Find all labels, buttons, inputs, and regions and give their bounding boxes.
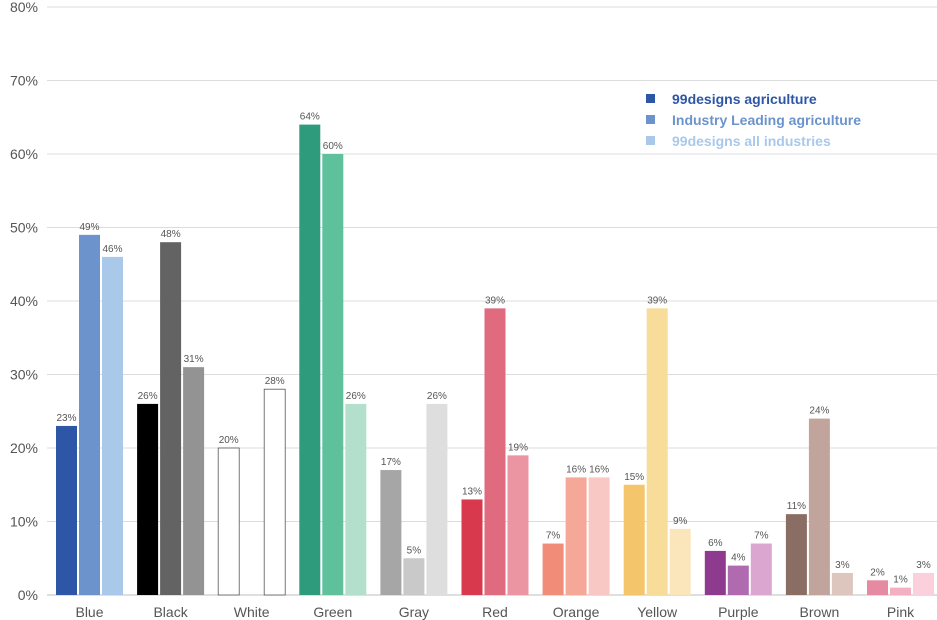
x-category-label: Green — [313, 604, 352, 620]
data-label: 26% — [138, 391, 158, 402]
x-category-label: Blue — [75, 604, 103, 620]
data-label: 26% — [346, 391, 366, 402]
bar — [426, 403, 448, 595]
bar — [704, 550, 726, 595]
x-category-label: Orange — [553, 604, 600, 620]
bar — [299, 124, 321, 595]
legend-item-series-0: 99designs agriculture — [646, 88, 861, 109]
x-category-label: Gray — [399, 604, 429, 620]
bar — [403, 558, 425, 595]
data-label: 46% — [102, 244, 122, 255]
x-category-label: Red — [482, 604, 508, 620]
data-label: 4% — [731, 553, 746, 564]
bar — [217, 447, 240, 596]
bar — [56, 425, 77, 595]
y-tick-label: 50% — [10, 220, 38, 236]
bar — [785, 514, 807, 595]
bar — [345, 403, 367, 595]
data-label: 1% — [893, 575, 908, 586]
data-label: 3% — [916, 560, 931, 571]
bar — [484, 308, 506, 595]
bar — [137, 403, 159, 595]
y-tick-label: 20% — [10, 440, 38, 456]
bar — [263, 388, 286, 596]
data-label: 5% — [407, 545, 422, 556]
data-label: 64% — [300, 112, 320, 123]
bar — [890, 587, 911, 595]
data-label: 48% — [161, 229, 181, 240]
legend-swatch-series-0 — [646, 94, 655, 103]
y-tick-label: 70% — [10, 73, 38, 89]
data-label: 7% — [754, 531, 769, 542]
bar — [646, 308, 668, 595]
data-label: 15% — [624, 472, 644, 483]
data-label: 2% — [870, 567, 885, 578]
data-label: 23% — [56, 413, 76, 424]
data-label: 16% — [566, 464, 586, 475]
data-label: 60% — [323, 141, 343, 152]
y-tick-label: 10% — [10, 514, 38, 530]
data-label: 6% — [708, 538, 723, 549]
bar — [79, 234, 100, 595]
legend-swatch-series-1 — [646, 115, 655, 124]
bar — [461, 499, 483, 595]
bar — [588, 477, 610, 595]
bar — [322, 154, 344, 595]
data-label: 39% — [485, 295, 505, 306]
bar — [623, 484, 645, 595]
bar — [160, 242, 182, 595]
bar — [750, 543, 772, 595]
bar — [380, 470, 402, 595]
bar — [183, 367, 205, 595]
data-label: 49% — [79, 222, 99, 233]
bar — [507, 455, 529, 595]
legend-item-series-2: 99designs all industries — [646, 130, 861, 151]
data-label: 3% — [835, 560, 850, 571]
bar — [102, 256, 123, 595]
bar — [669, 528, 691, 595]
bar — [913, 572, 934, 595]
data-label: 24% — [809, 406, 829, 417]
bar — [808, 418, 830, 595]
y-tick-label: 40% — [10, 293, 38, 309]
data-label: 17% — [381, 457, 401, 468]
legend-item-series-1: Industry Leading agriculture — [646, 109, 861, 130]
bar — [565, 477, 587, 595]
data-label: 31% — [184, 354, 204, 365]
bar — [867, 580, 888, 595]
x-category-label: Black — [153, 604, 188, 620]
data-label: 28% — [265, 376, 285, 387]
x-category-label: Yellow — [637, 604, 678, 620]
data-label: 39% — [647, 295, 667, 306]
data-label: 26% — [427, 391, 447, 402]
bar — [542, 543, 564, 595]
x-category-label: Purple — [718, 604, 759, 620]
data-label: 9% — [673, 516, 688, 527]
y-tick-label: 80% — [10, 0, 38, 15]
legend-swatch-series-2 — [646, 136, 655, 145]
data-label: 11% — [787, 501, 806, 512]
legend: 99designs agriculture Industry Leading a… — [646, 88, 861, 151]
data-label: 19% — [508, 442, 528, 453]
x-category-label: White — [234, 604, 270, 620]
data-label: 16% — [589, 464, 609, 475]
y-tick-label: 0% — [18, 587, 38, 603]
legend-label-series-1: Industry Leading agriculture — [672, 111, 862, 128]
data-label: 20% — [219, 435, 239, 446]
y-tick-label: 60% — [10, 146, 38, 162]
data-label: 7% — [546, 531, 561, 542]
legend-label-series-0: 99designs agriculture — [672, 90, 817, 107]
y-tick-label: 30% — [10, 367, 38, 383]
x-category-label: Pink — [887, 604, 915, 620]
bar — [727, 565, 749, 595]
data-label: 13% — [462, 486, 482, 497]
x-category-label: Brown — [800, 604, 840, 620]
bar — [831, 572, 853, 595]
legend-label-series-2: 99designs all industries — [672, 132, 831, 149]
